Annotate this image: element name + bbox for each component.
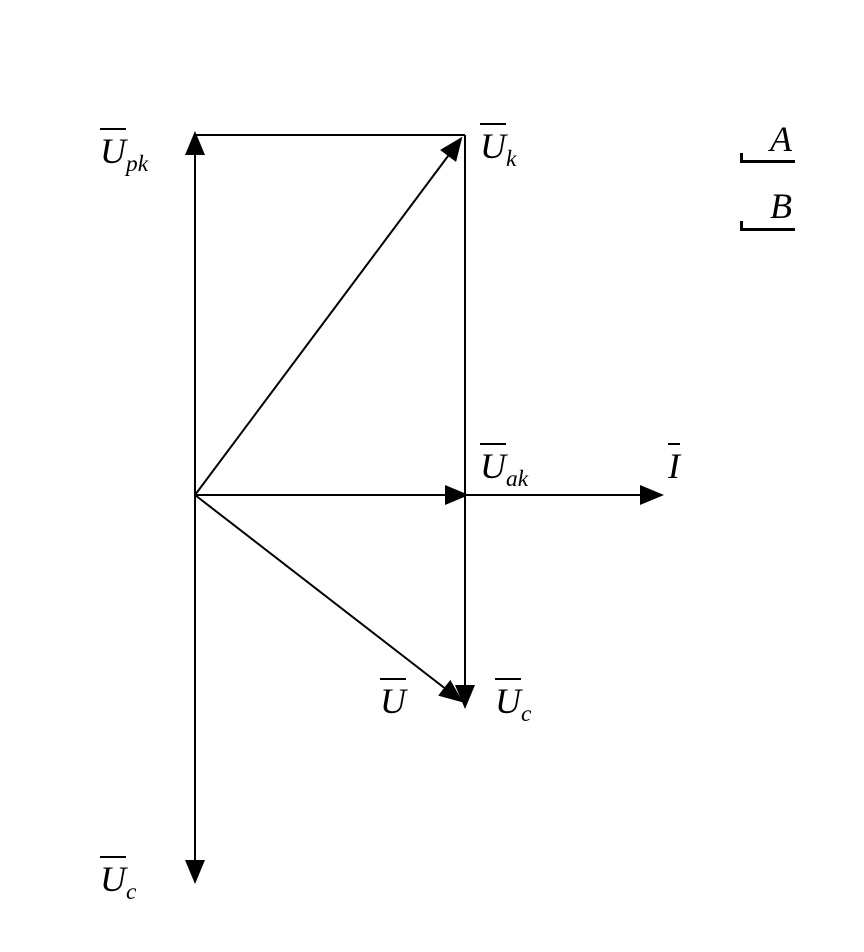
vector-u: [195, 495, 460, 700]
legend-tick-b: [740, 221, 743, 231]
label-uak: Uak: [480, 445, 528, 493]
label-u: U: [380, 680, 406, 722]
legend-line-a: [740, 160, 795, 163]
legend-tick-a: [740, 153, 743, 163]
label-upk: Upk: [100, 130, 148, 178]
legend-label-a: A: [770, 118, 792, 160]
legend-line-b: [740, 228, 795, 231]
label-i: I: [668, 445, 680, 487]
vector-uk: [195, 140, 460, 495]
label-uc-right: Uc: [495, 680, 531, 728]
label-uk: Uk: [480, 125, 516, 173]
legend-label-b: B: [770, 185, 792, 227]
label-uc-bottom: Uc: [100, 858, 136, 906]
